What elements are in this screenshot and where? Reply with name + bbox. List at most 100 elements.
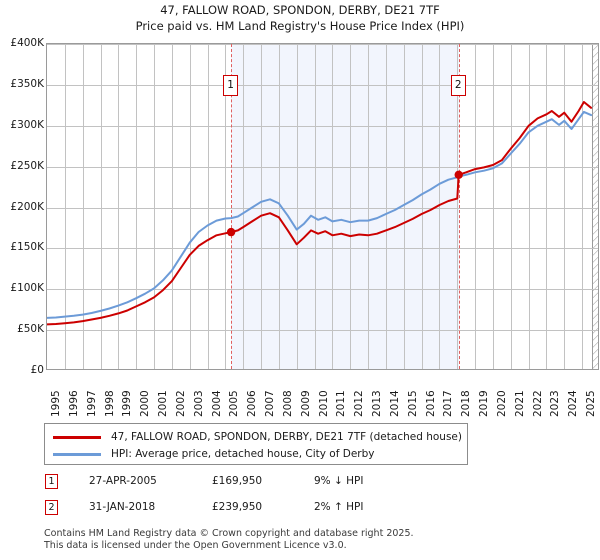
x-axis-tick-label: 2001 xyxy=(157,390,170,417)
x-axis-tick-label: 2012 xyxy=(353,390,366,417)
gridline-vertical xyxy=(83,44,84,369)
gridline-horizontal xyxy=(47,289,598,290)
x-axis-tick-label: 2005 xyxy=(228,390,241,417)
x-axis-tick-label: 2017 xyxy=(442,390,455,417)
gridline-vertical xyxy=(439,44,440,369)
gridline-vertical xyxy=(386,44,387,369)
gridline-vertical xyxy=(368,44,369,369)
page-title: 47, FALLOW ROAD, SPONDON, DERBY, DE21 7T… xyxy=(160,3,440,17)
x-axis-tick-label: 2011 xyxy=(335,390,348,417)
gridline-vertical xyxy=(457,44,458,369)
x-axis-tick-label: 2025 xyxy=(585,390,598,417)
x-axis-tick-label: 2020 xyxy=(495,390,508,417)
gridline-vertical xyxy=(243,44,244,369)
x-axis-tick-label: 2016 xyxy=(424,390,437,417)
x-axis-tick-label: 2021 xyxy=(513,390,526,417)
x-axis-tick-label: 2019 xyxy=(478,390,491,417)
gridline-vertical xyxy=(511,44,512,369)
y-axis-tick-label: £50K xyxy=(17,323,44,336)
transaction-date: 31-JAN-2018 xyxy=(89,501,156,513)
x-axis-tick-label: 2006 xyxy=(246,390,259,417)
x-axis-tick-label: 2014 xyxy=(388,390,401,417)
chart-legend: 47, FALLOW ROAD, SPONDON, DERBY, DE21 7T… xyxy=(44,423,468,465)
gridline-vertical xyxy=(350,44,351,369)
y-axis: £0 £50K £100K £150K £200K £250K £300K £350K £400… xyxy=(0,0,44,560)
gridline-vertical xyxy=(261,44,262,369)
series-lines xyxy=(47,101,593,326)
x-axis-tick-label: 2003 xyxy=(192,390,205,417)
gridline-horizontal xyxy=(47,167,598,168)
gridline-vertical xyxy=(190,44,191,369)
gridline-horizontal xyxy=(47,126,598,127)
gridline-horizontal xyxy=(47,208,598,209)
gridline-vertical xyxy=(475,44,476,369)
gridline-vertical xyxy=(136,44,137,369)
x-axis-tick-label: 2024 xyxy=(567,390,580,417)
footer-attribution: Contains HM Land Registry data © Crown c… xyxy=(44,528,594,551)
legend-color-swatch xyxy=(53,453,101,456)
chart-marker-badge-2[interactable]: 2 xyxy=(450,75,466,96)
transaction-point-2[interactable] xyxy=(454,170,463,179)
x-axis-tick-label: 2007 xyxy=(264,390,277,417)
transaction-row[interactable]: 2 31-JAN-2018 £239,950 2% ↑ HPI xyxy=(44,499,474,521)
y-axis-tick-label: £400K xyxy=(10,37,44,49)
chart-marker-badge-1[interactable]: 1 xyxy=(223,75,239,96)
chart-title-block: 47, FALLOW ROAD, SPONDON, DERBY, DE21 7T… xyxy=(0,2,600,34)
gridline-vertical xyxy=(279,44,280,369)
x-axis-tick-label: 2009 xyxy=(299,390,312,417)
transaction-marker-badge: 1 xyxy=(45,474,58,489)
gridline-horizontal xyxy=(47,44,598,45)
transaction-hpi-delta: 2% ↑ HPI xyxy=(314,501,364,513)
footer-line-2: This data is licensed under the Open Gov… xyxy=(44,539,347,551)
transaction-table: 1 27-APR-2005 £169,950 9% ↓ HPI 2 31-JAN-2018… xyxy=(44,473,474,523)
y-axis-tick-label: £200K xyxy=(10,200,44,213)
gridline-vertical xyxy=(118,44,119,369)
gridline-vertical xyxy=(172,44,173,369)
gridline-vertical xyxy=(493,44,494,369)
gridline-vertical xyxy=(154,44,155,369)
gridline-vertical xyxy=(208,44,209,369)
highlight-band xyxy=(231,44,459,369)
x-axis-tick-label: 2023 xyxy=(549,390,562,417)
transaction-date: 27-APR-2005 xyxy=(89,475,157,487)
gridline-horizontal xyxy=(47,248,598,249)
x-axis-tick-label: 1998 xyxy=(103,390,116,417)
legend-label: HPI: Average price, detached house, City… xyxy=(111,448,375,460)
gridline-vertical xyxy=(225,44,226,369)
y-axis-tick-label: £350K xyxy=(10,77,44,90)
transaction-hpi-delta: 9% ↓ HPI xyxy=(314,475,364,487)
series-line-price-paid xyxy=(47,101,593,326)
gridline-vertical xyxy=(564,44,565,369)
gridline-vertical xyxy=(582,44,583,369)
chart-plot-area xyxy=(46,43,599,370)
projection-hatch-region xyxy=(591,44,598,369)
gridline-vertical xyxy=(101,44,102,369)
y-axis-tick-label: £250K xyxy=(10,159,44,172)
page-subtitle: Price paid vs. HM Land Registry's House … xyxy=(135,19,465,33)
gridline-vertical xyxy=(546,44,547,369)
transaction-row[interactable]: 1 27-APR-2005 £169,950 9% ↓ HPI xyxy=(44,473,474,495)
y-axis-tick-label: £300K xyxy=(10,118,44,131)
gridline-vertical xyxy=(422,44,423,369)
y-axis-tick-label: £0 xyxy=(30,364,44,376)
footer-line-1: Contains HM Land Registry data © Crown c… xyxy=(44,528,414,539)
x-axis-tick-label: 2008 xyxy=(281,390,294,417)
gridline-vertical xyxy=(297,44,298,369)
gridline-vertical xyxy=(315,44,316,369)
transaction-marker-badge: 2 xyxy=(45,500,58,515)
gridline-vertical xyxy=(529,44,530,369)
transaction-point-1[interactable] xyxy=(226,227,236,237)
x-axis-tick-label: 1999 xyxy=(121,390,134,417)
legend-color-swatch xyxy=(53,436,101,439)
legend-label: 47, FALLOW ROAD, SPONDON, DERBY, DE21 7T… xyxy=(111,431,462,443)
x-axis-tick-label: 2018 xyxy=(460,390,473,417)
series-line-hpi xyxy=(47,110,593,319)
transaction-marker-line-1 xyxy=(231,44,233,369)
x-axis-tick-label: 1996 xyxy=(67,390,80,417)
x-axis-tick-label: 2015 xyxy=(406,390,419,417)
x-axis-tick-label: 2004 xyxy=(210,390,223,417)
x-axis-tick-label: 2022 xyxy=(531,390,544,417)
gridline-vertical xyxy=(404,44,405,369)
gridline-vertical xyxy=(332,44,333,369)
y-axis-tick-label: £100K xyxy=(10,282,44,295)
